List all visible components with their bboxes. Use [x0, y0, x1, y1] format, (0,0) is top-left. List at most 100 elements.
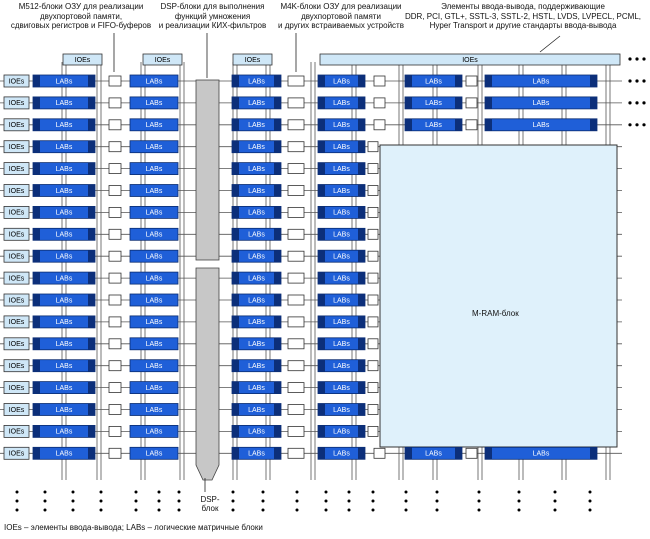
lab-block-edge: [88, 337, 95, 350]
lab-block: [129, 162, 179, 176]
continuation-dot: [517, 499, 521, 503]
lab-block-edge: [405, 118, 412, 131]
continuation-dot: [134, 490, 138, 494]
lab-block-edge: [274, 381, 281, 394]
lab-label: LABs: [146, 254, 163, 261]
lab-block: [129, 293, 179, 307]
continuation-dot: [371, 490, 375, 494]
lab-block-edge: [88, 381, 95, 394]
m512-block: [108, 447, 122, 459]
lab-label: LABs: [56, 407, 73, 414]
lab-block-edge: [274, 359, 281, 372]
left-ioe-block: [3, 140, 30, 154]
lab-label: LABs: [56, 275, 73, 282]
lab-label: LABs: [146, 407, 163, 414]
lab-block-edge: [274, 118, 281, 131]
lab-block-edge: [358, 96, 365, 109]
lab-block-edge: [88, 359, 95, 372]
continuation-dot: [324, 490, 328, 494]
right-small-block: [367, 228, 379, 240]
continuation-dot: [134, 499, 138, 503]
continuation-dot: [642, 79, 646, 83]
lab-block-edge: [318, 75, 325, 87]
lab-block-edge: [33, 96, 40, 109]
lab-block-edge: [232, 140, 239, 153]
lab-block-edge: [318, 447, 325, 460]
lab-block-edge: [274, 272, 281, 285]
lab-block-edge: [88, 315, 95, 328]
left-ioe-block: [3, 162, 30, 176]
lab-label: LABs: [56, 122, 73, 129]
lab-label: LABs: [146, 122, 163, 129]
left-ioe-block: [3, 337, 30, 351]
lab-block-edge: [318, 294, 325, 306]
lab-block: [129, 359, 179, 373]
right-small-block: [373, 119, 386, 131]
lab-label: LABs: [146, 144, 163, 151]
lab-block-edge: [485, 447, 492, 460]
continuation-dot: [324, 499, 328, 503]
continuation-dot: [157, 499, 161, 503]
lab-label: LABs: [333, 297, 350, 304]
lab-label: LABs: [56, 385, 73, 392]
left-ioe-block: [3, 249, 30, 263]
lab-block-edge: [33, 425, 40, 438]
mram-block: [379, 144, 618, 448]
lab-label: LABs: [56, 319, 73, 326]
lab-block-edge: [274, 250, 281, 263]
lab-block-edge: [485, 75, 492, 87]
lab-label: LABs: [333, 122, 350, 129]
annotation-m512: M512-блоки ОЗУ для реализации двухпортов…: [10, 2, 152, 30]
right-small-block: [367, 185, 379, 196]
lab-block-edge: [232, 184, 239, 197]
continuation-dot: [435, 499, 439, 503]
m512-block: [108, 206, 122, 218]
lab-label: LABs: [533, 451, 550, 458]
lab-block-edge: [318, 206, 325, 219]
lab-block: [129, 381, 179, 395]
m512-block: [108, 360, 122, 372]
lab-block-edge: [485, 96, 492, 109]
lab-label: LABs: [248, 100, 265, 107]
left-ioe-label: IOEs: [9, 275, 25, 282]
top-ioe-label: IOEs: [462, 57, 478, 64]
lab-block-edge: [33, 75, 40, 87]
continuation-dot: [43, 490, 47, 494]
m4k-block: [287, 272, 305, 284]
lab-label: LABs: [248, 363, 265, 370]
lab-block-edge: [232, 381, 239, 394]
continuation-dot: [157, 490, 161, 494]
lab-block-edge: [405, 96, 412, 109]
lab-block-edge: [274, 184, 281, 197]
continuation-dot: [324, 508, 328, 512]
m512-block: [108, 316, 122, 328]
lab-block-edge: [88, 75, 95, 87]
lab-label: LABs: [333, 341, 350, 348]
lab-block-edge: [232, 96, 239, 109]
right-small-block: [367, 382, 379, 394]
lab-label: LABs: [56, 451, 73, 458]
left-ioe-label: IOEs: [9, 232, 25, 239]
lab-label: LABs: [333, 232, 350, 239]
m4k-block: [287, 141, 305, 153]
left-ioe-label: IOEs: [9, 451, 25, 458]
lab-block-edge: [358, 403, 365, 416]
lab-block-edge: [358, 337, 365, 350]
lab-block-edge: [318, 337, 325, 350]
lab-label: LABs: [333, 275, 350, 282]
continuation-dot: [71, 490, 75, 494]
lab-block-edge: [274, 96, 281, 109]
lab-label: LABs: [425, 451, 442, 458]
continuation-dot: [43, 508, 47, 512]
lab-block-edge: [358, 162, 365, 175]
m4k-block: [287, 75, 305, 87]
m4k-block: [287, 250, 305, 262]
m4k-block: [287, 185, 305, 196]
lab-block-edge: [232, 294, 239, 306]
lab-block-edge: [232, 315, 239, 328]
continuation-dot: [231, 490, 235, 494]
m4k-block: [287, 425, 305, 437]
lab-label: LABs: [248, 254, 265, 261]
lab-label: LABs: [146, 166, 163, 173]
m4k-block: [287, 206, 305, 218]
